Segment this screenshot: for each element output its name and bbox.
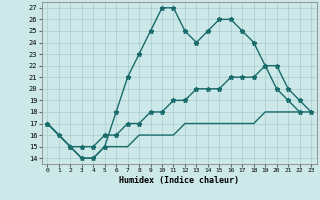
X-axis label: Humidex (Indice chaleur): Humidex (Indice chaleur) bbox=[119, 176, 239, 185]
